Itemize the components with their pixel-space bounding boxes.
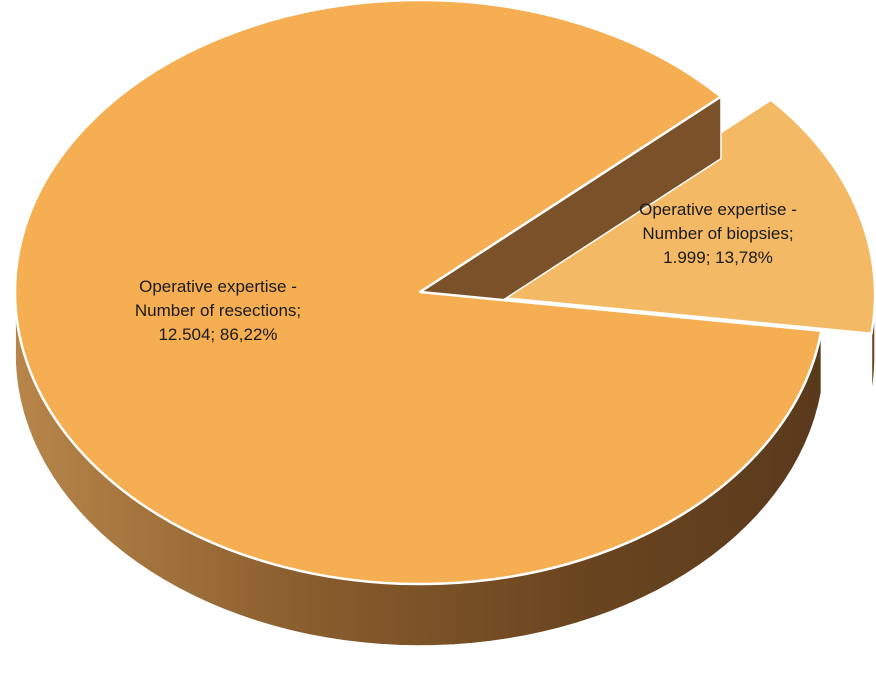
pie-slice-top-0 (13, 0, 823, 586)
pie-slice-label-line: Operative expertise - (139, 277, 297, 296)
pie-slice-label-line: Operative expertise - (639, 200, 797, 219)
pie-slice-label-1: Operative expertise - Number of biopsies;… (639, 200, 797, 267)
pie-slice-label-line: Number of biopsies; (642, 224, 793, 243)
pie-slice-label-0: Operative expertise - Number of resection… (135, 277, 301, 344)
pie-slice-resections (13, 0, 823, 647)
pie-slice-label-line: 12.504; 86,22% (158, 325, 277, 344)
pie-slice-label-line: 1.999; 13,78% (663, 248, 773, 267)
pie-slice-label-line: Number of resections; (135, 301, 301, 320)
pie-slice-top-1 (468, 98, 876, 335)
